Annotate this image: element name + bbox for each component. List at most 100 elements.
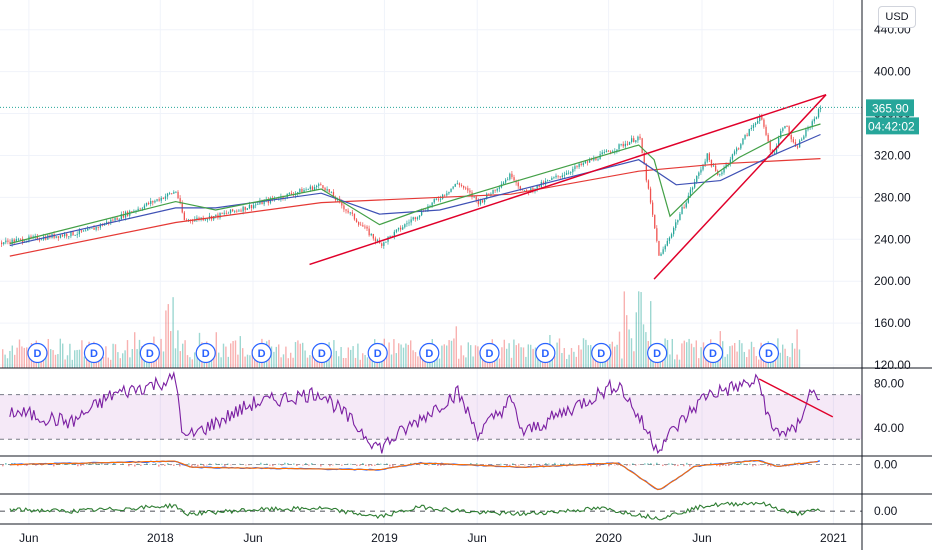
candle-body — [64, 234, 65, 236]
volume-bar — [748, 349, 749, 368]
volume-bar — [175, 348, 176, 368]
macd-histogram-bar — [287, 463, 289, 465]
volume-bar — [364, 355, 365, 368]
candle-body — [602, 152, 603, 154]
volume-bar — [393, 339, 394, 368]
macd-histogram-bar — [545, 463, 547, 465]
volume-bar — [446, 346, 447, 368]
volume-bar — [134, 332, 135, 368]
macd-histogram-bar — [146, 463, 148, 464]
currency-button[interactable]: USD — [878, 6, 916, 28]
macd-histogram-bar — [389, 465, 391, 467]
candle-body — [165, 196, 166, 198]
volume-bar — [290, 353, 291, 368]
dividend-marker-label: D — [709, 348, 717, 360]
volume-bar — [177, 330, 178, 368]
candle-body — [169, 193, 170, 194]
candle-body — [782, 128, 783, 131]
candle-body — [587, 161, 588, 162]
price-axis-label: 240.00 — [874, 232, 911, 246]
volume-bar — [84, 357, 85, 368]
macd-axis-label: 0.00 — [874, 458, 898, 472]
volume-bar — [691, 344, 692, 368]
dividend-marker-label: D — [541, 348, 549, 360]
candle-body — [77, 234, 78, 235]
macd-histogram-bar — [8, 464, 10, 465]
candle-body — [574, 166, 575, 169]
volume-bar — [468, 342, 469, 368]
macd-histogram-bar — [329, 465, 331, 467]
macd-histogram-bar — [374, 465, 376, 466]
candle-body — [159, 199, 160, 200]
candle-body — [700, 170, 701, 173]
candle-body — [585, 161, 586, 163]
macd-histogram-bar — [98, 464, 100, 465]
candle-body — [89, 228, 90, 229]
macd-histogram-bar — [2, 465, 4, 467]
macd-histogram-bar — [293, 464, 295, 465]
volume-bar — [400, 345, 401, 368]
volume-bar — [674, 359, 675, 368]
volume-bar — [787, 356, 788, 368]
macd-histogram-bar — [392, 465, 394, 467]
volume-bar — [556, 343, 557, 368]
macd-histogram-bar — [224, 465, 226, 467]
candle-body — [482, 200, 483, 202]
macd-histogram-bar — [758, 465, 760, 466]
macd-histogram-bar — [155, 463, 157, 464]
volume-bar — [789, 357, 790, 368]
candle-body — [434, 199, 435, 202]
candle-body — [669, 238, 670, 241]
volume-bar — [672, 339, 673, 368]
volume-bar — [69, 344, 70, 368]
macd-histogram-bar — [347, 464, 349, 465]
volume-bar — [117, 352, 118, 368]
candle-body — [348, 211, 349, 213]
macd-histogram-bar — [629, 465, 631, 466]
candle-body — [511, 174, 512, 177]
candle-body — [551, 178, 552, 180]
candle-body — [60, 235, 61, 238]
volume-bar — [688, 339, 689, 368]
dividend-marker-label: D — [258, 348, 266, 360]
macd-histogram-bar — [530, 465, 532, 466]
volume-bar — [16, 348, 17, 368]
candle-body — [633, 138, 634, 142]
volume-bar — [559, 338, 560, 368]
volume-bar — [398, 343, 399, 368]
candle-body — [243, 207, 244, 212]
macd-histogram-bar — [209, 463, 211, 464]
volume-bar — [57, 354, 58, 368]
macd-histogram-bar — [245, 465, 247, 466]
macd-histogram-bar — [206, 465, 208, 466]
candle-body — [327, 189, 328, 190]
macd-histogram-bar — [614, 465, 616, 466]
candle-body — [175, 192, 176, 193]
candle-body — [390, 236, 391, 237]
volume-bar — [645, 332, 646, 368]
volume-bar — [391, 355, 392, 368]
candle-body — [768, 135, 769, 142]
volume-bar — [340, 347, 341, 368]
volume-bar — [352, 346, 353, 368]
price-axis-label: 160.00 — [874, 316, 911, 330]
volume-bar — [50, 349, 51, 368]
volume-bar — [273, 352, 274, 368]
candle-body — [684, 207, 685, 208]
price-axis-label: 400.00 — [874, 65, 911, 79]
candle-body — [400, 228, 401, 230]
volume-bar — [67, 355, 68, 368]
volume-bar — [636, 312, 637, 368]
candle-body — [66, 234, 67, 236]
candle-body — [801, 139, 802, 140]
macd-histogram-bar — [320, 465, 322, 467]
candle-body — [677, 220, 678, 222]
ma-short-line — [10, 124, 821, 244]
candle-body — [318, 184, 319, 186]
volume-bar — [396, 353, 397, 368]
candle-body — [411, 219, 412, 222]
volume-bar — [734, 343, 735, 368]
candle-body — [696, 176, 697, 182]
